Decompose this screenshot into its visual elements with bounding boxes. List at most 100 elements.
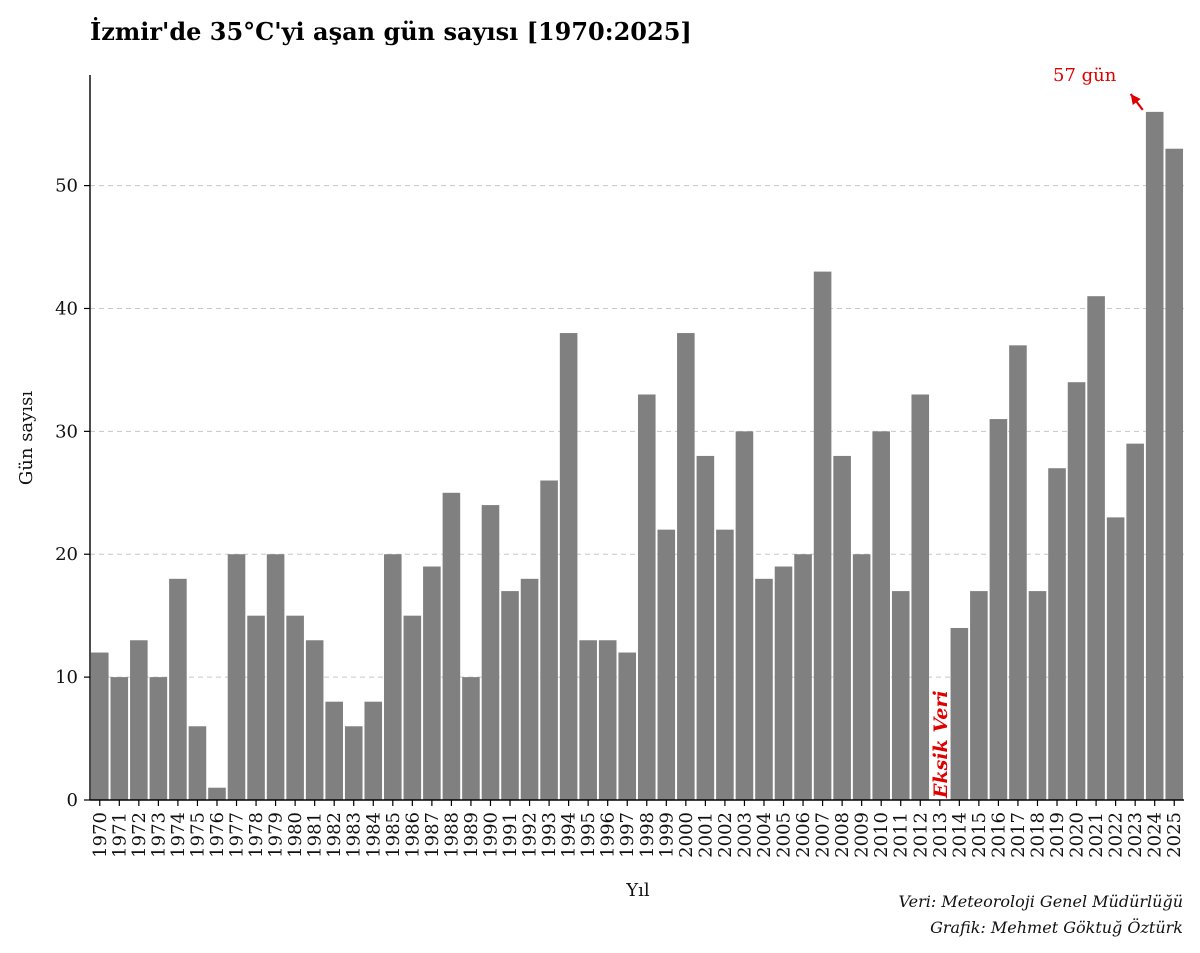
x-tick-label: 2015 [969, 812, 990, 858]
x-tick-label: 1988 [441, 812, 462, 858]
bar-1982 [325, 701, 343, 800]
y-tick-label: 30 [55, 421, 78, 442]
bar-1994 [559, 333, 578, 800]
bar-2009 [852, 554, 871, 800]
x-tick-label: 1976 [207, 812, 228, 858]
bar-1997 [618, 652, 637, 800]
x-tick-label: 1985 [383, 812, 404, 858]
x-tick-label: 1997 [617, 812, 638, 858]
x-tick-label: 1970 [90, 812, 111, 858]
x-tick-label: 2021 [1086, 812, 1107, 858]
x-tick-label: 1993 [539, 812, 560, 858]
bar-1990 [481, 505, 500, 800]
y-tick-label: 10 [55, 667, 78, 688]
x-tick-label: 1986 [402, 812, 423, 858]
y-tick-label: 50 [55, 176, 78, 197]
x-tick-label: 2016 [988, 812, 1009, 858]
x-tick-label: 1980 [285, 812, 306, 858]
x-tick-label: 2017 [1008, 812, 1029, 858]
x-tick-label: 1971 [109, 812, 130, 858]
x-tick-label: 1995 [578, 812, 599, 858]
axis-layer [89, 75, 1184, 801]
x-tick-label: 2023 [1125, 812, 1146, 858]
bar-2012 [911, 394, 930, 800]
bar-1974 [169, 578, 187, 800]
graphic-credit: Grafik: Mehmet Göktuğ Öztürk [930, 917, 1183, 937]
bar-1972 [130, 640, 148, 800]
bar-2025 [1165, 148, 1184, 800]
x-tick-label: 2019 [1047, 812, 1068, 858]
bar-2024 [1145, 111, 1164, 801]
bar-2016 [989, 419, 1008, 800]
x-tick-label: 1992 [520, 812, 541, 858]
bar-2000 [677, 333, 695, 800]
bar-2014 [950, 627, 969, 800]
x-tick-label: 2003 [734, 812, 755, 858]
bar-1984 [364, 701, 383, 800]
bar-2010 [872, 431, 890, 800]
bar-2019 [1048, 468, 1066, 800]
x-tick-label: 1984 [363, 812, 384, 858]
bar-1976 [208, 787, 226, 800]
bar-1978 [247, 615, 265, 800]
x-axis-label: Yıl [625, 880, 650, 901]
x-tick-label: 2002 [715, 812, 736, 858]
peak-annotation-label: 57 gün [1053, 65, 1117, 86]
annotation-arrow-head [1130, 94, 1141, 105]
x-tick-label: 2007 [813, 812, 834, 858]
bar-2022 [1106, 517, 1125, 800]
x-tick-label: 2020 [1067, 812, 1088, 858]
x-tick-label: 2011 [891, 812, 912, 858]
x-tick-label: 1982 [324, 812, 345, 858]
x-tick-label: 2006 [793, 812, 814, 858]
missing-data-label: Eksik Veri [930, 690, 952, 799]
x-tick-label: 1989 [461, 812, 482, 858]
bar-2020 [1067, 382, 1086, 800]
x-tick-label: 2022 [1106, 812, 1127, 858]
x-tick-labels: 1970197119721973197419751976197719781979… [90, 800, 1185, 858]
x-tick-label: 1996 [598, 812, 619, 858]
bar-1983 [344, 726, 363, 800]
x-tick-label: 1974 [168, 812, 189, 858]
bar-1996 [598, 640, 617, 800]
x-tick-label: 2000 [676, 812, 697, 858]
x-tick-label: 1999 [656, 812, 677, 858]
bar-2006 [794, 554, 812, 800]
bar-2017 [1009, 345, 1027, 800]
bar-2003 [735, 431, 754, 800]
bar-1975 [188, 726, 207, 800]
x-tick-label: 2004 [754, 812, 775, 858]
data-source-credit: Veri: Meteoroloji Genel Müdürlüğü [899, 892, 1183, 911]
chart-title: İzmir'de 35°C'yi aşan gün sayısı [1970:2… [90, 17, 692, 46]
x-tick-label: 1987 [422, 812, 443, 858]
x-tick-label: 2008 [832, 812, 853, 858]
bar-2021 [1087, 296, 1105, 800]
y-tick-label: 20 [55, 544, 78, 565]
bar-1977 [227, 554, 246, 800]
bar-layer [90, 111, 1184, 801]
x-tick-label: 1978 [246, 812, 267, 858]
bar-2011 [891, 591, 910, 800]
y-tick-label: 40 [55, 298, 78, 319]
y-tick-labels: 0 10 20 30 40 50 [55, 176, 90, 811]
bar-1999 [657, 529, 676, 800]
bar-1995 [579, 640, 597, 800]
bar-2008 [833, 455, 851, 800]
y-axis-label: Gün sayısı [16, 391, 37, 485]
x-tick-label: 2010 [871, 812, 892, 858]
x-tick-label: 2018 [1027, 812, 1048, 858]
bar-2004 [755, 578, 773, 800]
x-tick-label: 2005 [774, 812, 795, 858]
bar-1986 [403, 615, 422, 800]
x-tick-label: 1998 [637, 812, 658, 858]
bar-2005 [774, 566, 793, 800]
bar-1998 [637, 394, 656, 800]
bar-1970 [90, 652, 109, 800]
x-tick-label: 1977 [227, 812, 248, 858]
bar-1973 [149, 677, 168, 800]
bar-2007 [813, 271, 832, 800]
x-tick-label: 1979 [266, 812, 287, 858]
x-tick-label: 1991 [500, 812, 521, 858]
annotation-layer: 57 gün Eksik Veri [930, 65, 1144, 799]
bar-2001 [696, 455, 715, 800]
